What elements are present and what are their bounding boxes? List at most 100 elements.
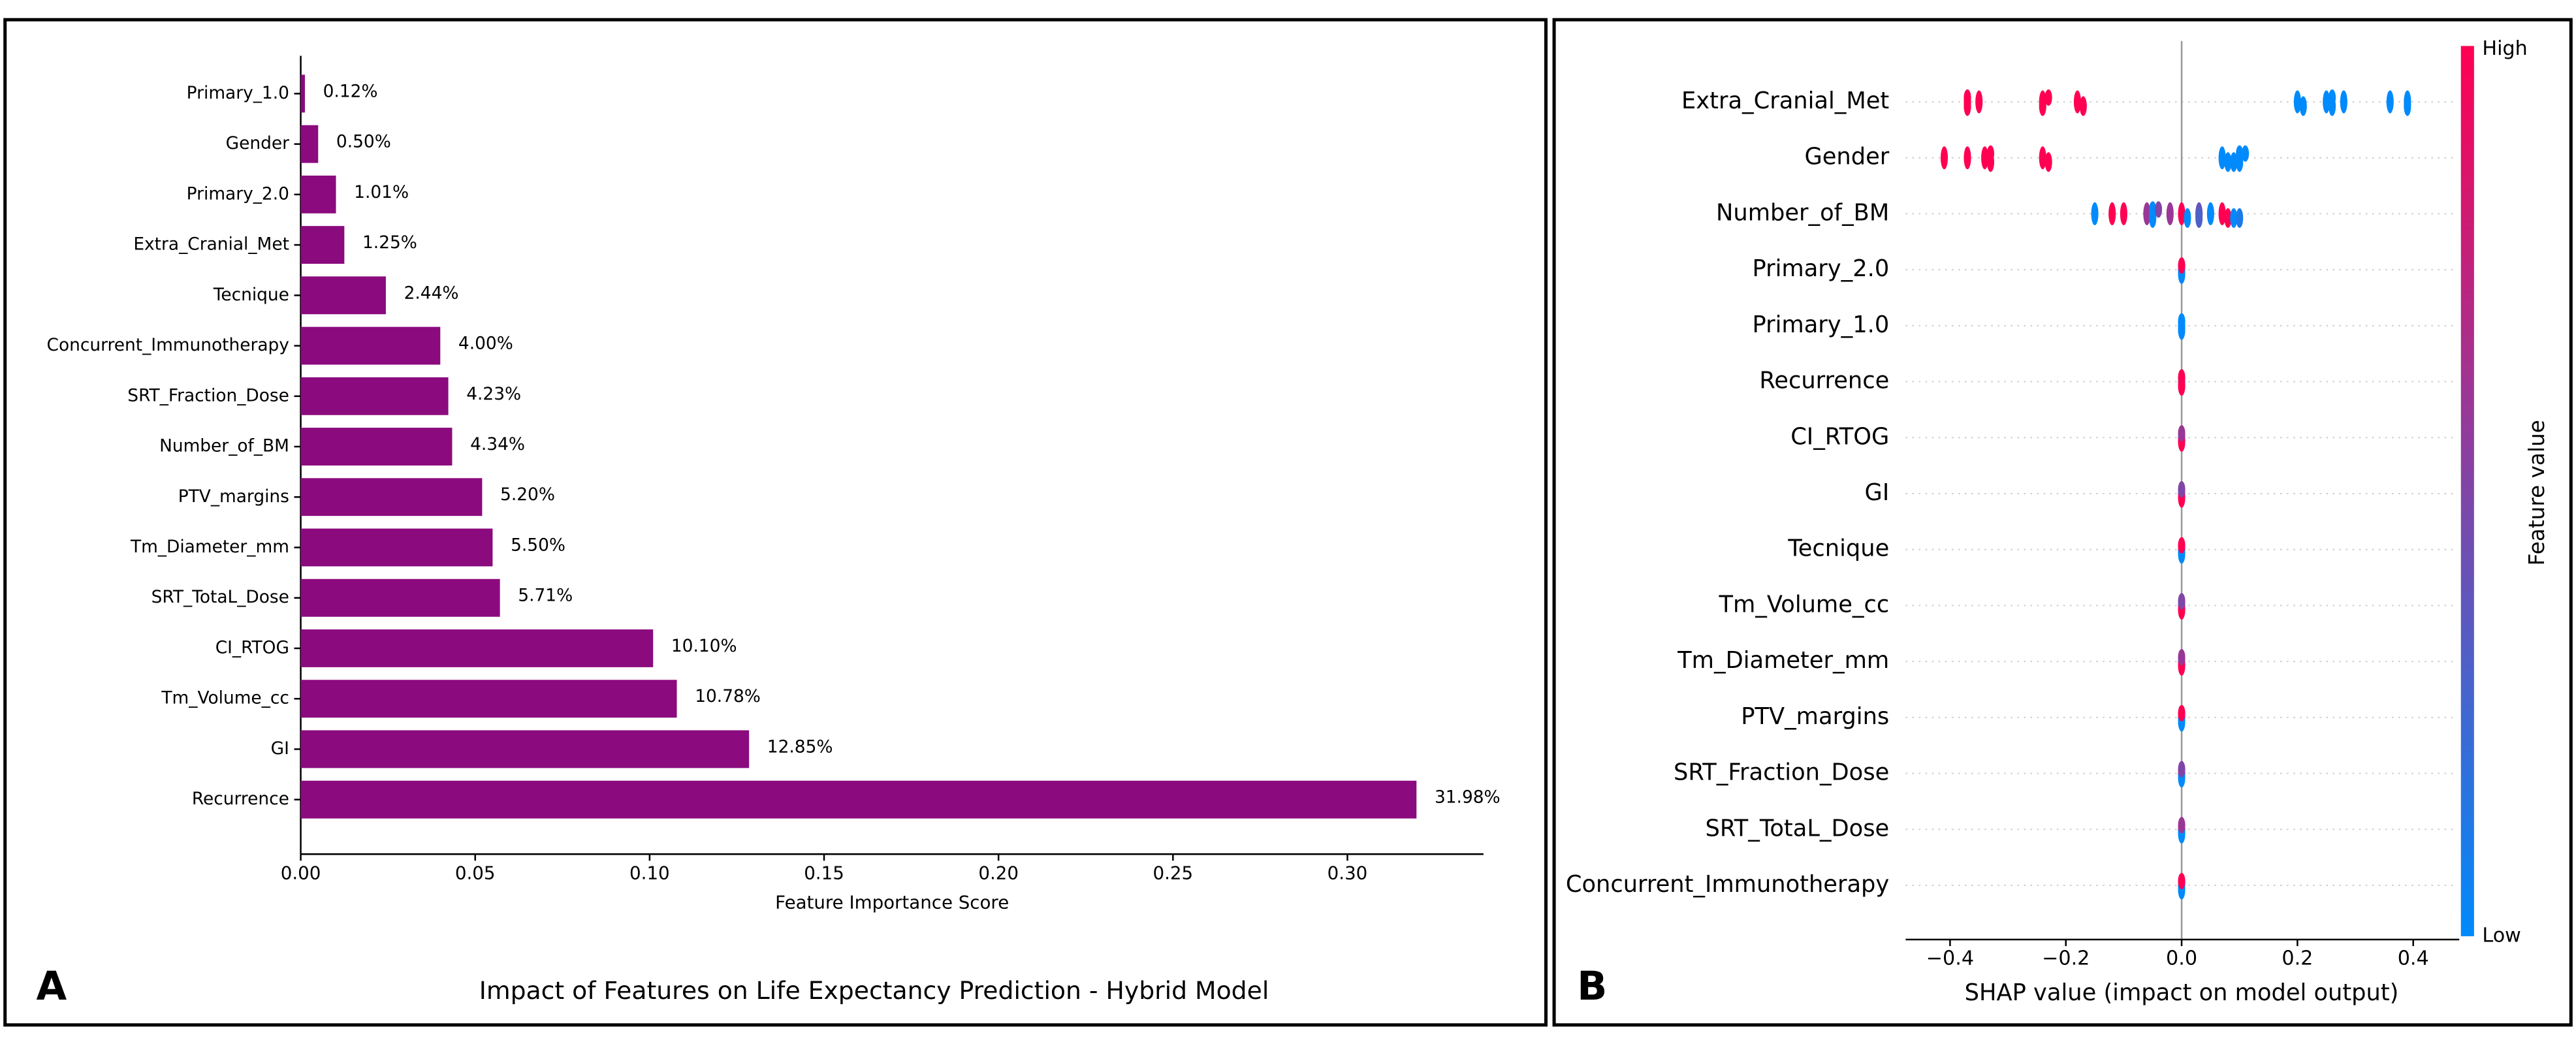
- y-tick-label: Tecnique: [213, 285, 289, 305]
- value-label: 1.01%: [354, 182, 409, 202]
- shap-point: [2178, 704, 2186, 721]
- shap-point: [2224, 152, 2232, 172]
- y-tick-label: Primary_2.0: [187, 183, 289, 204]
- bar: [300, 478, 483, 516]
- shap-point: [2323, 90, 2330, 114]
- y-tick-label: Tm_Diameter_mm: [1677, 647, 1889, 674]
- bar: [300, 578, 500, 617]
- panel-a-frame: [3, 18, 1548, 1027]
- value-label: 0.50%: [336, 132, 391, 152]
- y-tick-label: CI_RTOG: [215, 637, 289, 657]
- shap-point: [2178, 257, 2186, 274]
- y-tick-label: SRT_TotaL_Dose: [151, 587, 289, 607]
- bar: [300, 730, 750, 768]
- shap-point: [2329, 89, 2336, 106]
- y-tick-label: Gender: [226, 133, 289, 153]
- shap-point: [2044, 89, 2052, 106]
- shap-point: [2218, 202, 2226, 226]
- bar: [300, 780, 1417, 819]
- caption: Impact of Features on Life Expectancy Pr…: [479, 976, 1269, 1005]
- y-tick-label: Number_of_BM: [159, 436, 289, 456]
- panel-label: A: [37, 964, 67, 1009]
- y-tick-label: Number_of_BM: [1716, 199, 1889, 226]
- bar: [300, 680, 677, 718]
- y-tick-label: Extra_Cranial_Met: [1681, 87, 1889, 114]
- x-tick-label: 0.05: [455, 862, 496, 883]
- panel-b-frame: [1552, 18, 2573, 1027]
- shap-point: [2091, 202, 2099, 226]
- value-label: 5.71%: [518, 586, 573, 606]
- value-label: 10.10%: [671, 636, 737, 656]
- shap-point: [2178, 313, 2186, 330]
- bar: [300, 125, 319, 163]
- value-label: 5.50%: [511, 535, 565, 555]
- shap-point: [2293, 90, 2301, 114]
- x-tick-label: 0.30: [1328, 862, 1368, 883]
- value-label: 4.00%: [458, 334, 513, 354]
- shap-point: [2079, 96, 2087, 116]
- shap-point: [2178, 481, 2186, 498]
- shap-point: [2178, 761, 2186, 778]
- y-tick-label: PTV_margins: [1741, 703, 1889, 730]
- shap-point: [2143, 202, 2151, 226]
- bar: [300, 629, 654, 667]
- x-tick-label: 0.20: [978, 862, 1019, 883]
- y-tick-label: Concurrent_Immunotherapy: [1566, 871, 1889, 898]
- bar: [300, 377, 449, 415]
- shap-point: [2178, 817, 2186, 834]
- shap-point: [2178, 202, 2186, 226]
- shap-point: [2178, 872, 2186, 890]
- colorbar-low-label: Low: [2482, 924, 2520, 947]
- shap-point: [1964, 89, 1971, 106]
- shap-point: [2178, 649, 2186, 666]
- bar: [300, 528, 493, 567]
- y-tick-label: SRT_Fraction_Dose: [127, 385, 289, 405]
- y-tick-label: Primary_1.0: [187, 83, 289, 103]
- x-tick-label: −0.4: [1926, 947, 1974, 970]
- shap-point: [2149, 201, 2157, 218]
- shap-point: [1964, 146, 1971, 170]
- shap-point: [2166, 202, 2174, 226]
- x-tick-label: 0.15: [804, 862, 844, 883]
- y-tick-label: Concurrent_Immunotherapy: [47, 335, 289, 355]
- shap-point: [2340, 90, 2347, 114]
- y-tick-label: Recurrence: [192, 789, 289, 809]
- y-tick-label: SRT_Fraction_Dose: [1674, 759, 1889, 786]
- y-tick-label: Gender: [1804, 144, 1889, 170]
- shap-point: [2206, 202, 2214, 226]
- colorbar: [2460, 46, 2474, 936]
- y-tick-label: Extra_Cranial_Met: [133, 234, 289, 255]
- shap-point: [2178, 425, 2186, 442]
- x-tick-label: 0.10: [629, 862, 670, 883]
- bar: [300, 226, 345, 264]
- value-label: 0.12%: [323, 81, 378, 101]
- shap-point: [2404, 96, 2411, 116]
- x-axis-label: Feature Importance Score: [775, 892, 1009, 913]
- shap-point: [2224, 208, 2232, 229]
- colorbar-high-label: High: [2482, 37, 2527, 60]
- shap-point: [2299, 96, 2307, 116]
- y-tick-label: Primary_1.0: [1753, 311, 1890, 338]
- value-label: 4.34%: [470, 434, 525, 454]
- x-tick-label: 0.4: [2398, 947, 2429, 970]
- shap-point: [1986, 145, 1994, 162]
- x-tick-label: −0.2: [2042, 947, 2090, 970]
- value-label: 12.85%: [767, 736, 833, 757]
- colorbar-label: Feature value: [2524, 420, 2549, 565]
- shap-point: [1981, 146, 1989, 170]
- shap-point: [2242, 145, 2250, 162]
- shap-point: [2195, 208, 2203, 229]
- shap-point: [2178, 369, 2186, 386]
- y-tick-label: GI: [271, 738, 289, 759]
- shap-point: [2073, 90, 2081, 114]
- shap-point: [2386, 90, 2394, 114]
- y-tick-label: Tecnique: [1787, 535, 1889, 562]
- value-label: 5.20%: [500, 484, 555, 505]
- bar: [300, 276, 386, 315]
- shap-point: [2230, 208, 2238, 229]
- value-label: 10.78%: [695, 686, 761, 706]
- shap-point: [2236, 145, 2244, 162]
- shap-point: [2230, 152, 2238, 172]
